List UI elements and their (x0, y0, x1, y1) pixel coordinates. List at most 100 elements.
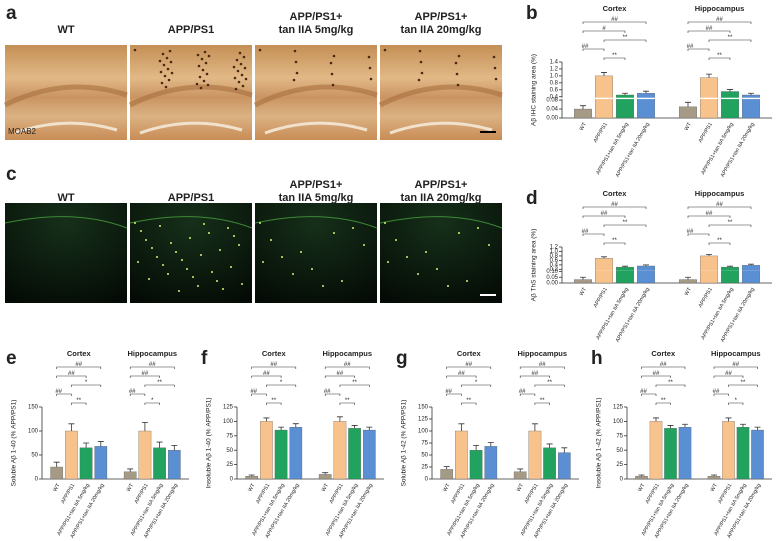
y-tick-label: 50 (226, 448, 233, 454)
significance-label: ** (540, 398, 545, 404)
significance-label: ## (653, 371, 660, 377)
significance-label: ** (157, 380, 162, 386)
error-bar (580, 105, 586, 110)
significance-bracket (446, 366, 492, 369)
y-tick-label: 0.8 (550, 80, 559, 86)
significance-label: ** (728, 220, 733, 226)
error-bar (667, 425, 674, 429)
y-tick-label: 0.4 (550, 94, 559, 100)
error-bar (97, 441, 104, 447)
significance-label: ## (725, 371, 732, 377)
significance-bracket (641, 393, 657, 396)
plaque (230, 266, 232, 268)
error-bar (458, 423, 465, 431)
error-bar (643, 90, 649, 94)
plaque (162, 264, 164, 266)
plaque (406, 256, 408, 258)
significance-label: ** (547, 380, 552, 386)
x-tick-label: APP/PS1 (593, 287, 609, 309)
plaque (331, 83, 335, 87)
x-tick-label: WT (684, 286, 694, 297)
plaque (196, 53, 200, 57)
y-axis-label: Aβ ThS staining area (%) (531, 229, 538, 302)
plaque (202, 79, 206, 83)
y-tick-label: 0.6 (550, 258, 559, 264)
y-tick-label: 1.0 (550, 249, 559, 255)
plaque (168, 49, 172, 53)
error-bar (580, 276, 586, 280)
significance-bracket (687, 215, 731, 218)
significance-bracket (687, 233, 710, 236)
plaque (239, 62, 243, 66)
y-tick-label: 0 (35, 477, 39, 483)
significance-label: ## (519, 389, 526, 395)
plaque (387, 261, 389, 263)
error-bar (638, 474, 645, 477)
error-bar (53, 461, 60, 467)
error-bar (156, 441, 163, 448)
y-axis-label: Aβ IHC staining area (%) (531, 54, 538, 126)
y-tick-label: 150 (28, 405, 39, 411)
significance-bracket (129, 366, 175, 369)
plaque (170, 71, 174, 75)
significance-label: ## (149, 362, 156, 368)
y-tick-label: 0.8 (550, 254, 559, 260)
bar (65, 430, 78, 480)
plaque (133, 48, 137, 52)
significance-label: ** (661, 398, 666, 404)
plaque (197, 64, 201, 68)
significance-bracket (56, 375, 87, 378)
plaque (236, 69, 240, 73)
plaque (330, 72, 334, 76)
significance-label: ## (142, 371, 149, 377)
significance-label: ## (706, 26, 713, 32)
error-bar (643, 264, 649, 266)
bar (722, 421, 735, 480)
plaque (145, 239, 147, 241)
plaque (233, 235, 235, 237)
plaque (151, 247, 153, 249)
bar (679, 279, 697, 284)
plaque (201, 68, 205, 72)
bar (79, 447, 93, 480)
plaque (258, 48, 262, 52)
plaque (205, 72, 209, 76)
significance-label: ** (668, 380, 673, 386)
y-tick-label: 25 (421, 465, 428, 471)
significance-label: # (602, 26, 606, 32)
plaque (241, 84, 245, 88)
plaque (216, 280, 218, 282)
panel-label: d (526, 188, 538, 209)
significance-label: ## (687, 44, 694, 50)
group-label: Cortex (457, 349, 482, 358)
significance-label: ## (68, 371, 75, 377)
plaque (237, 80, 241, 84)
significance-label: ## (713, 389, 720, 395)
significance-label: ** (717, 53, 722, 59)
significance-label: ** (76, 398, 81, 404)
plaque (322, 285, 324, 287)
plaque (240, 73, 244, 77)
y-tick-label: 1.2 (550, 245, 559, 251)
error-bar (740, 423, 746, 428)
tissue-band (14, 121, 118, 135)
plaque (311, 268, 313, 270)
bar (649, 421, 663, 480)
plaque (436, 268, 438, 270)
plaque (293, 49, 297, 53)
bar (153, 447, 166, 480)
plaque (163, 74, 167, 78)
significance-bracket (582, 21, 647, 24)
plaque (300, 251, 302, 253)
significance-bracket (687, 206, 752, 209)
significance-label: * (475, 380, 478, 386)
y-tick-label: 75 (616, 433, 623, 439)
significance-label: * (85, 380, 88, 386)
plaque (492, 55, 496, 59)
significance-bracket (324, 375, 355, 378)
group-label: Cortex (651, 349, 676, 358)
significance-bracket (687, 30, 731, 33)
plaque (200, 57, 204, 61)
plaque (494, 77, 498, 81)
